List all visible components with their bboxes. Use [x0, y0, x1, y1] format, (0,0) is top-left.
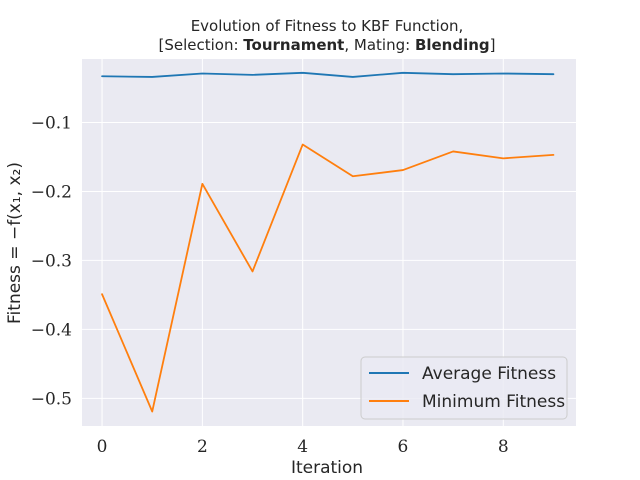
title-selection-value: Tournament — [243, 36, 344, 54]
series-average-fitness-line — [101, 71, 555, 78]
title-mating-value: Blending — [415, 36, 490, 54]
y-tick-label: −0.2 — [31, 182, 72, 202]
title-mating-prefix: , Mating: — [344, 36, 415, 54]
y-tick-label: −0.4 — [31, 320, 72, 340]
x-tick-label: 8 — [498, 437, 509, 457]
y-tick-labels: −0.1 −0.2 −0.3 −0.4 −0.5 — [31, 113, 72, 409]
y-tick-label: −0.3 — [31, 251, 72, 271]
x-gridlines — [101, 59, 504, 426]
legend: Average Fitness Minimum Fitness — [360, 356, 568, 420]
y-tick-label: −0.1 — [31, 113, 72, 133]
chart-title-line1: Evolution of Fitness to KBF Function, — [191, 17, 464, 35]
y-axis-label: Fitness = −f(x₁, x₂) — [5, 162, 25, 324]
series-lines — [101, 71, 555, 413]
legend-label-average: Average Fitness — [422, 364, 556, 384]
x-tick-label: 6 — [398, 437, 409, 457]
x-tick-label: 0 — [97, 437, 108, 457]
title-suffix: ] — [490, 36, 496, 54]
x-tick-labels: 0 2 4 6 8 — [97, 437, 509, 457]
x-tick-label: 2 — [197, 437, 208, 457]
y-tick-label: −0.5 — [31, 389, 72, 409]
legend-label-minimum: Minimum Fitness — [422, 392, 565, 412]
x-axis-label: Iteration — [291, 458, 363, 478]
x-tick-label: 4 — [297, 437, 308, 457]
title-selection-prefix: [Selection: — [158, 36, 243, 54]
series-minimum-fitness-line — [101, 143, 555, 413]
chart-title-line2: [Selection: Tournament, Mating: Blending… — [158, 36, 495, 54]
legend-box — [360, 356, 568, 420]
